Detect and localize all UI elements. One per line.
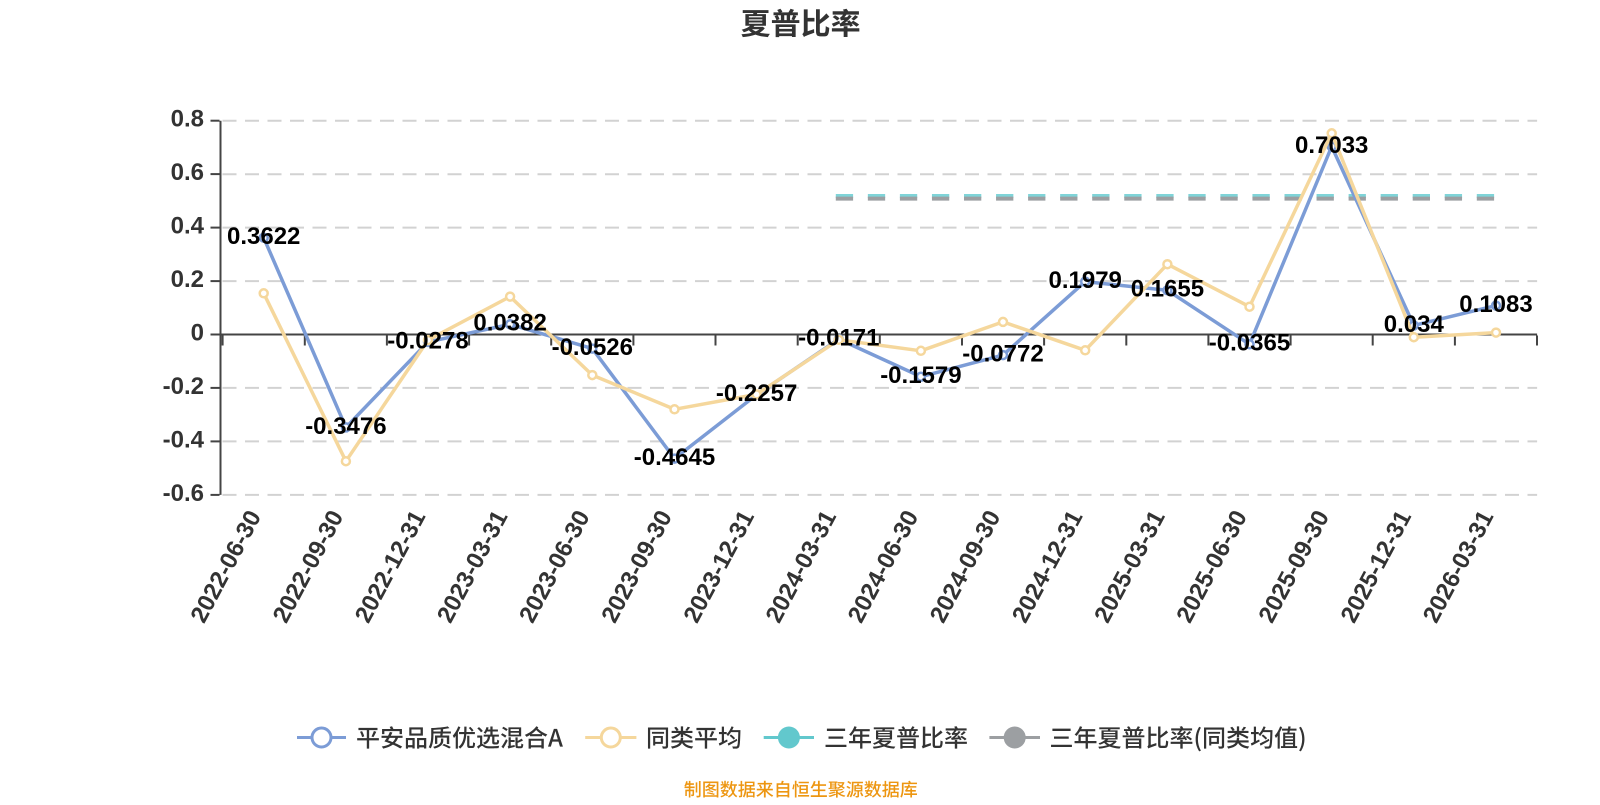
svg-text:-0.4: -0.4 bbox=[163, 426, 205, 453]
svg-text:0: 0 bbox=[191, 320, 204, 347]
svg-text:-0.0365: -0.0365 bbox=[1209, 330, 1290, 357]
svg-text:-0.3476: -0.3476 bbox=[305, 413, 386, 440]
svg-text:-0.0171: -0.0171 bbox=[798, 325, 879, 352]
svg-text:0.034: 0.034 bbox=[1384, 311, 1445, 338]
svg-text:0.3622: 0.3622 bbox=[227, 223, 300, 250]
svg-text:-0.0278: -0.0278 bbox=[387, 327, 468, 354]
svg-text:0.7033: 0.7033 bbox=[1295, 132, 1368, 159]
svg-text:-0.0772: -0.0772 bbox=[962, 341, 1043, 368]
svg-text:-0.2: -0.2 bbox=[163, 373, 204, 400]
svg-text:0.1655: 0.1655 bbox=[1131, 276, 1204, 303]
svg-text:-0.1579: -0.1579 bbox=[880, 362, 961, 389]
svg-text:0.2: 0.2 bbox=[171, 266, 204, 293]
svg-text:0.4: 0.4 bbox=[171, 213, 205, 240]
svg-text:0.1979: 0.1979 bbox=[1048, 267, 1121, 294]
svg-text:0.6: 0.6 bbox=[171, 159, 204, 186]
svg-text:0.8: 0.8 bbox=[171, 106, 204, 133]
svg-text:-0.0526: -0.0526 bbox=[552, 334, 633, 361]
svg-text:-0.2257: -0.2257 bbox=[716, 380, 797, 407]
svg-text:-0.4645: -0.4645 bbox=[634, 444, 715, 471]
svg-text:-0.6: -0.6 bbox=[163, 480, 204, 507]
svg-text:0.1083: 0.1083 bbox=[1459, 291, 1532, 318]
svg-text:0.0382: 0.0382 bbox=[473, 310, 546, 337]
